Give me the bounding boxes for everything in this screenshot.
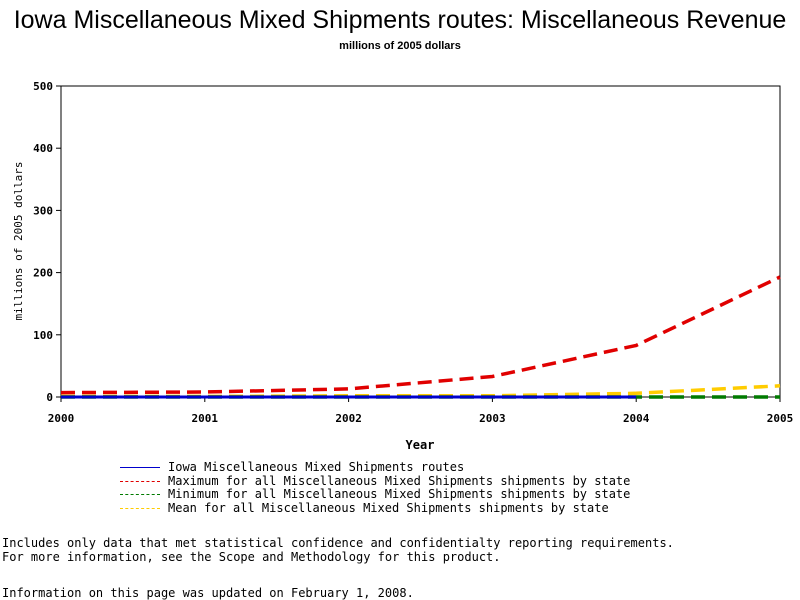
y-tick-label: 100 xyxy=(33,329,53,342)
y-axis: 0 100 200 300 400 500 xyxy=(33,80,61,404)
series-layer xyxy=(60,275,781,399)
y-axis-label: millions of 2005 dollars xyxy=(12,162,25,321)
series-line xyxy=(60,275,781,395)
plot-frame xyxy=(60,85,781,398)
footnote-text: Includes only data that met statistical … xyxy=(2,536,674,564)
x-tick-label: 2005 xyxy=(767,412,794,425)
chart-subtitle: millions of 2005 dollars xyxy=(339,40,461,52)
updated-date-text: Information on this page was updated on … xyxy=(2,586,414,600)
legend-label: Mean for all Miscellaneous Mixed Shipmen… xyxy=(168,500,609,515)
x-tick-label: 2004 xyxy=(623,412,650,425)
x-tick-label: 2002 xyxy=(335,412,362,425)
legend-swatch-maximum xyxy=(120,480,160,482)
y-tick-label: 0 xyxy=(46,391,53,404)
legend-label: Maximum for all Miscellaneous Mixed Ship… xyxy=(168,473,631,488)
legend-label: Iowa Miscellaneous Mixed Shipments route… xyxy=(168,460,465,474)
y-tick-label: 200 xyxy=(33,267,53,280)
x-axis-label: Year xyxy=(406,438,435,452)
chart-title: Iowa Miscellaneous Mixed Shipments route… xyxy=(13,6,787,34)
x-tick-label: 2003 xyxy=(479,412,506,425)
x-tick-label: 2001 xyxy=(192,412,219,425)
legend-swatch-mean xyxy=(120,507,160,509)
x-tick-label: 2000 xyxy=(48,412,75,425)
y-tick-label: 500 xyxy=(33,80,53,93)
legend-swatch-iowa xyxy=(120,467,160,468)
y-tick-label: 400 xyxy=(33,142,53,155)
x-axis: 2000 2001 2002 2003 2004 2005 xyxy=(48,397,794,425)
legend-swatch-minimum xyxy=(120,494,160,495)
y-tick-label: 300 xyxy=(33,204,53,217)
legend-label: Minimum for all Miscellaneous Mixed Ship… xyxy=(168,487,631,501)
